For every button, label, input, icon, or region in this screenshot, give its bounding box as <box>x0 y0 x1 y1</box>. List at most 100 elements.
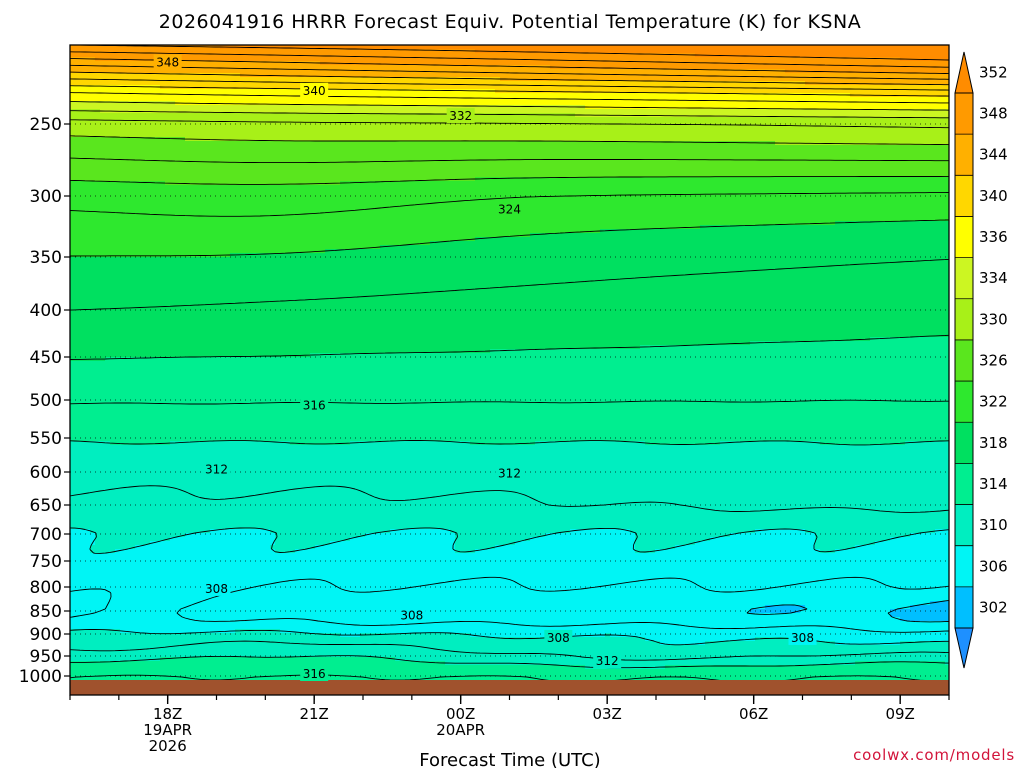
theta-e-cell <box>70 409 949 414</box>
theta-e-cell <box>70 641 661 646</box>
theta-e-cell <box>675 545 816 550</box>
y-tick-label: 700 <box>30 525 62 545</box>
theta-e-cell <box>70 173 949 178</box>
theta-e-cell <box>70 161 949 166</box>
theta-e-cell <box>70 269 949 274</box>
y-tick-label: 500 <box>30 391 62 411</box>
theta-e-cell <box>115 549 276 554</box>
contour-label-324: 324 <box>495 201 524 217</box>
theta-e-cell <box>70 73 241 78</box>
theta-e-cell <box>70 381 949 386</box>
theta-e-cell <box>855 545 949 550</box>
theta-e-cell <box>70 285 949 290</box>
theta-e-cell <box>700 225 949 230</box>
theta-e-cell <box>70 605 766 610</box>
contour-label-332: 332 <box>446 108 475 124</box>
theta-e-cell <box>290 441 351 446</box>
theta-e-cell <box>805 605 911 610</box>
theta-e-cell <box>70 581 949 586</box>
theta-e-cell <box>600 229 949 234</box>
theta-e-cell <box>70 141 776 146</box>
x-tick-label: 2026 <box>149 737 187 755</box>
theta-e-cell <box>160 85 949 90</box>
theta-e-cell <box>70 481 949 486</box>
theta-e-cell <box>635 549 656 554</box>
colorbar-label: 336 <box>979 228 1008 246</box>
theta-e-cell <box>805 81 949 86</box>
theta-e-cell <box>875 541 949 546</box>
colorbar-label: 326 <box>979 352 1008 370</box>
theta-e-cell <box>325 249 949 254</box>
theta-e-cell <box>705 641 836 646</box>
contour-line-324 <box>70 192 949 217</box>
colorbar-segment <box>955 463 973 506</box>
theta-e-cell <box>710 537 816 542</box>
theta-e-cell <box>70 85 161 90</box>
contour-label-bg <box>300 666 329 681</box>
theta-e-cell <box>70 65 551 70</box>
colorbar-label: 344 <box>979 146 1008 164</box>
theta-e-cell <box>70 397 949 402</box>
x-tick-label: 18Z <box>153 705 182 723</box>
theta-e-cell <box>70 545 91 550</box>
theta-e-contour-lines <box>70 45 949 683</box>
contour-label-308: 308 <box>544 629 573 645</box>
theta-e-cell <box>90 529 211 534</box>
contour-line-344 <box>70 71 949 86</box>
theta-e-cell <box>890 537 949 542</box>
contour-label-text: 316 <box>303 398 326 412</box>
theta-e-cell <box>545 533 636 538</box>
theta-e-cell <box>95 541 151 546</box>
theta-e-cell <box>500 77 949 82</box>
theta-e-cell <box>660 641 706 646</box>
theta-e-cell <box>350 537 456 542</box>
theta-e-cell <box>720 441 821 446</box>
theta-e-cell <box>390 529 451 534</box>
theta-e-cell <box>70 533 96 538</box>
theta-e-cell <box>110 441 171 446</box>
theta-e-cell <box>455 537 531 542</box>
contour-label-text: 308 <box>205 582 228 596</box>
theta-e-cell <box>935 529 949 534</box>
theta-e-cell <box>835 641 901 646</box>
theta-e-cell <box>70 425 949 430</box>
theta-e-cell <box>70 417 949 422</box>
theta-e-cell <box>70 365 949 370</box>
contour-label-312: 312 <box>495 465 524 481</box>
contour-label-316: 316 <box>300 666 329 681</box>
theta-e-cell <box>70 509 949 514</box>
theta-e-cell <box>635 545 676 550</box>
contour-label-bg <box>788 629 817 645</box>
theta-e-cell <box>380 245 949 250</box>
contour-label-text: 308 <box>791 631 814 645</box>
theta-e-cell <box>315 545 456 550</box>
colorbar-segment <box>955 175 973 217</box>
contour-labels: 348 340 332 324 316 312 312 308 308 308 308 312 316 <box>153 54 817 681</box>
colorbar-segment <box>955 545 973 588</box>
theta-e-cell <box>635 533 731 538</box>
theta-e-cell <box>70 485 949 490</box>
theta-e-cell <box>70 637 646 642</box>
colorbar-label: 302 <box>979 598 1008 616</box>
theta-e-cell <box>70 145 949 150</box>
theta-e-cell <box>310 353 949 358</box>
theta-e-cell <box>910 605 949 610</box>
surface-ground <box>70 680 949 695</box>
colorbar-segment <box>955 504 973 547</box>
theta-e-cell <box>70 653 949 658</box>
colorbar-label: 314 <box>979 475 1008 493</box>
theta-e-cell <box>270 545 316 550</box>
theta-e-cell <box>70 97 949 102</box>
theta-e-cell <box>70 537 96 542</box>
theta-e-cell <box>275 541 331 546</box>
y-tick-label: 600 <box>30 463 62 483</box>
contour-line-312 <box>70 485 949 661</box>
theta-e-cell <box>530 233 949 238</box>
contour-label-text: 312 <box>498 466 521 480</box>
y-tick-label: 900 <box>30 625 62 645</box>
credit-text: coolwx.com/models <box>853 746 1015 764</box>
contour-line-340 <box>70 85 949 97</box>
theta-e-cell <box>160 657 396 662</box>
x-tick-label: 00Z <box>446 705 475 723</box>
